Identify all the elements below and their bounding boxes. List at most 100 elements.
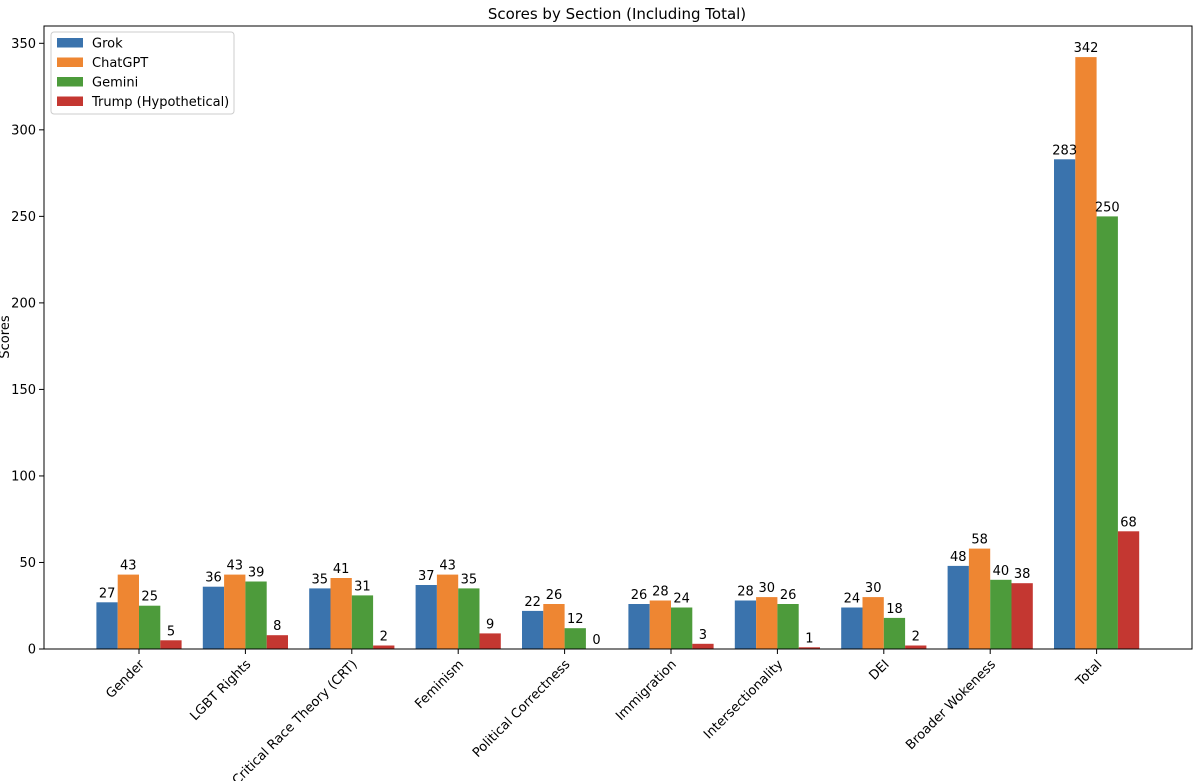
x-tick-label: Broader Wokeness bbox=[903, 657, 999, 753]
bar-chatgpt-intersectionality bbox=[756, 597, 778, 649]
legend: Grok ChatGPT Gemini Trump (Hypothetical) bbox=[50, 31, 235, 115]
x-tick-label: Intersectionality bbox=[701, 657, 786, 742]
data-label: 31 bbox=[354, 579, 371, 594]
legend-swatch bbox=[57, 38, 83, 48]
data-label: 3 bbox=[699, 628, 707, 643]
data-label: 250 bbox=[1095, 200, 1120, 215]
bar-grok-immigration bbox=[628, 604, 650, 649]
x-tick-label: Immigration bbox=[613, 657, 680, 724]
data-label: 38 bbox=[1014, 567, 1031, 582]
y-tick-label: 0 bbox=[28, 643, 36, 658]
bar-grok-dei bbox=[841, 607, 863, 649]
y-axis-ticks: 0 50 100 150 200 250 300 350 bbox=[11, 37, 44, 658]
data-label: 5 bbox=[167, 624, 175, 639]
data-label: 12 bbox=[567, 612, 584, 627]
bar-trump-hypothetical--total bbox=[1117, 531, 1140, 649]
data-label: 43 bbox=[120, 559, 137, 574]
data-label: 18 bbox=[886, 602, 903, 617]
bar-chatgpt-total bbox=[1075, 57, 1097, 650]
bar-grok-political-correctness bbox=[522, 610, 544, 649]
bar-trump-hypothetical--gender bbox=[160, 640, 182, 649]
bar-chatgpt-political-correctness bbox=[543, 604, 565, 649]
data-label: 48 bbox=[950, 550, 967, 565]
data-label: 28 bbox=[737, 585, 754, 600]
bar-chatgpt-lgbt-rights bbox=[224, 574, 246, 649]
legend-swatch bbox=[57, 96, 83, 106]
legend-box bbox=[50, 31, 235, 115]
bar-trump-hypothetical--intersectionality bbox=[798, 647, 820, 649]
data-label: 68 bbox=[1120, 515, 1137, 530]
bar-chatgpt-critical-race-theory-crt- bbox=[330, 578, 352, 649]
legend-label: Grok bbox=[92, 37, 123, 52]
bar-chatgpt-gender bbox=[117, 574, 139, 649]
bar-chatgpt-broader-wokeness bbox=[968, 548, 991, 649]
bar-gemini-broader-wokeness bbox=[990, 579, 1012, 649]
bar-grok-feminism bbox=[415, 585, 437, 649]
legend-label: ChatGPT bbox=[92, 56, 148, 71]
y-tick-label: 200 bbox=[11, 296, 36, 311]
bar-grok-gender bbox=[96, 602, 118, 649]
y-tick-label: 250 bbox=[11, 210, 36, 225]
bar-trump-hypothetical--lgbt-rights bbox=[266, 635, 288, 649]
bar-trump-hypothetical--immigration bbox=[692, 643, 714, 649]
data-label: 2 bbox=[912, 630, 920, 645]
bar-grok-broader-wokeness bbox=[947, 565, 969, 649]
data-label: 36 bbox=[205, 571, 222, 586]
bar-chatgpt-feminism bbox=[436, 574, 459, 649]
bar-grok-intersectionality bbox=[734, 600, 757, 649]
bar-trump-hypothetical--broader-wokeness bbox=[1011, 583, 1033, 649]
data-label: 24 bbox=[673, 592, 690, 607]
data-label: 26 bbox=[546, 588, 563, 603]
bar-gemini-critical-race-theory-crt- bbox=[351, 595, 374, 649]
data-label: 37 bbox=[418, 569, 435, 584]
x-tick-label: Feminism bbox=[412, 657, 467, 712]
data-label: 35 bbox=[312, 572, 329, 587]
y-tick-label: 150 bbox=[11, 383, 36, 398]
data-label: 35 bbox=[461, 572, 478, 587]
x-tick-label: Critical Race Theory (CRT) bbox=[230, 657, 361, 781]
bar-gemini-total bbox=[1096, 216, 1118, 649]
data-label: 28 bbox=[652, 585, 669, 600]
data-label: 43 bbox=[227, 559, 244, 574]
y-tick-label: 100 bbox=[11, 469, 36, 484]
data-label: 30 bbox=[759, 581, 776, 596]
x-tick-label: Total bbox=[1073, 657, 1106, 690]
bar-chatgpt-immigration bbox=[649, 600, 671, 649]
data-label: 39 bbox=[248, 566, 265, 581]
data-label: 2 bbox=[380, 630, 388, 645]
data-label: 8 bbox=[273, 619, 281, 634]
bar-grok-total bbox=[1054, 159, 1076, 650]
bar-grok-lgbt-rights bbox=[202, 586, 225, 649]
plot-frame bbox=[43, 25, 1193, 650]
data-label: 22 bbox=[524, 595, 541, 610]
data-label: 24 bbox=[844, 592, 861, 607]
chart-title: Scores by Section (Including Total) bbox=[488, 5, 746, 23]
x-tick-label: Gender bbox=[103, 657, 148, 702]
bar-trump-hypothetical--feminism bbox=[479, 633, 501, 649]
data-label: 27 bbox=[99, 586, 116, 601]
data-label: 43 bbox=[439, 559, 456, 574]
data-label: 283 bbox=[1052, 143, 1077, 158]
x-tick-label: LGBT Rights bbox=[188, 657, 255, 724]
x-tick-label: Political Correctness bbox=[470, 657, 574, 761]
data-label: 30 bbox=[865, 581, 882, 596]
y-axis-label: Scores bbox=[0, 315, 13, 358]
x-tick-label: DEI bbox=[866, 657, 892, 683]
bar-gemini-dei bbox=[883, 617, 906, 649]
bar-gemini-feminism bbox=[458, 588, 480, 649]
bar-gemini-immigration bbox=[671, 607, 693, 649]
data-label: 26 bbox=[631, 588, 648, 603]
data-label: 0 bbox=[592, 633, 600, 648]
data-label: 41 bbox=[333, 562, 350, 577]
bar-grok-critical-race-theory-crt- bbox=[309, 588, 331, 649]
data-label: 342 bbox=[1074, 41, 1099, 56]
bar-gemini-lgbt-rights bbox=[245, 581, 267, 649]
y-tick-label: 50 bbox=[19, 556, 36, 571]
data-label: 25 bbox=[141, 590, 158, 605]
data-label: 1 bbox=[805, 631, 813, 646]
bar-gemini-gender bbox=[139, 605, 161, 649]
data-label: 58 bbox=[971, 533, 988, 548]
